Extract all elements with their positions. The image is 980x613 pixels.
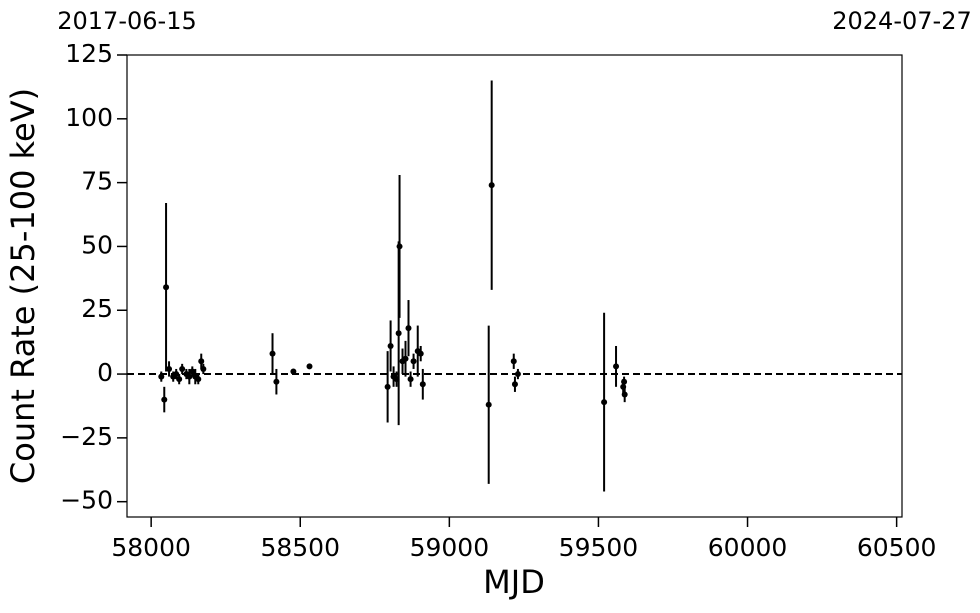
- x-tick-label: 58500: [260, 533, 340, 562]
- y-tick-label: 50: [81, 230, 113, 259]
- data-point: [384, 383, 391, 390]
- data-point: [488, 182, 495, 189]
- data-point: [419, 381, 426, 388]
- plot-frame: [126, 54, 903, 518]
- x-tick-label: 60500: [857, 533, 937, 562]
- data-point: [417, 350, 424, 357]
- data-point: [621, 378, 628, 385]
- data-point: [161, 396, 168, 403]
- data-point: [163, 284, 170, 291]
- y-tick-label: 75: [81, 167, 113, 196]
- data-point: [621, 391, 628, 398]
- y-tick-label: 25: [81, 294, 113, 323]
- data-point: [405, 325, 412, 332]
- data-point: [269, 350, 276, 357]
- data-point: [273, 378, 280, 385]
- y-tick-label: 100: [65, 103, 113, 132]
- data-point: [306, 363, 313, 370]
- data-point: [179, 365, 186, 372]
- data-point: [601, 399, 608, 406]
- data-point: [485, 401, 492, 408]
- data-point: [195, 376, 202, 383]
- data-point: [407, 376, 414, 383]
- data-point: [613, 363, 620, 370]
- data-point: [166, 365, 173, 372]
- data-point: [396, 243, 403, 250]
- data-point: [186, 373, 193, 380]
- data-point: [198, 358, 205, 365]
- data-point: [387, 342, 394, 349]
- y-axis-label: Count Rate (25-100 keV): [4, 88, 42, 484]
- x-tick-label: 59500: [559, 533, 639, 562]
- data-point: [173, 371, 180, 378]
- data-point: [189, 368, 196, 375]
- y-tick-label: −25: [60, 422, 113, 451]
- data-point: [176, 376, 183, 383]
- data-point: [514, 371, 521, 378]
- top-date-label: 2017-06-15: [57, 7, 196, 35]
- data-point: [410, 358, 417, 365]
- x-tick-label: 60000: [708, 533, 788, 562]
- y-tick-label: 125: [65, 39, 113, 68]
- data-point: [158, 373, 165, 380]
- data-point: [395, 330, 402, 337]
- y-tick-label: 0: [97, 358, 113, 387]
- data-point: [200, 365, 207, 372]
- top-date-label: 2024-07-27: [832, 7, 971, 35]
- data-point: [402, 355, 409, 362]
- data-point: [510, 358, 517, 365]
- x-axis-label: MJD: [483, 563, 545, 601]
- x-tick-label: 59000: [410, 533, 490, 562]
- y-tick-label: −50: [60, 486, 113, 515]
- data-point: [290, 368, 297, 375]
- x-tick-label: 58000: [111, 533, 191, 562]
- data-point: [511, 381, 518, 388]
